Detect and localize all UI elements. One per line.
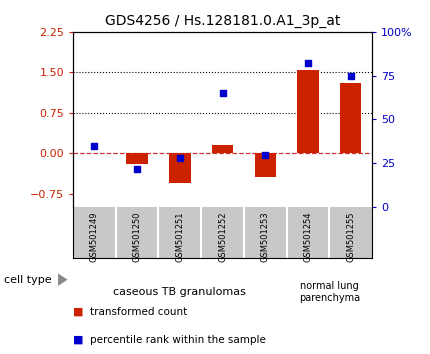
Text: GSM501249: GSM501249	[90, 211, 99, 262]
Text: GSM501253: GSM501253	[261, 211, 270, 262]
Point	[91, 143, 98, 149]
Text: GSM501251: GSM501251	[175, 211, 184, 262]
Bar	[297, 70, 319, 153]
Title: GDS4256 / Hs.128181.0.A1_3p_at: GDS4256 / Hs.128181.0.A1_3p_at	[105, 14, 340, 28]
Text: ■: ■	[73, 335, 83, 345]
Point	[219, 90, 226, 96]
Bar	[340, 83, 361, 153]
Bar	[126, 153, 148, 164]
Text: normal lung
parenchyma: normal lung parenchyma	[299, 281, 360, 303]
Text: GSM501252: GSM501252	[218, 211, 227, 262]
Text: GSM501250: GSM501250	[132, 211, 141, 262]
Point	[262, 152, 269, 157]
Point	[134, 166, 141, 171]
Text: percentile rank within the sample: percentile rank within the sample	[90, 335, 266, 345]
Text: GSM501254: GSM501254	[304, 211, 313, 262]
Text: GSM501255: GSM501255	[346, 211, 355, 262]
Text: transformed count: transformed count	[90, 307, 187, 316]
Text: cell type: cell type	[4, 275, 52, 285]
Bar	[212, 145, 233, 153]
Text: caseous TB granulomas: caseous TB granulomas	[114, 287, 246, 297]
Bar	[169, 153, 190, 183]
Point	[176, 155, 183, 161]
Point	[304, 61, 311, 66]
Bar	[255, 153, 276, 177]
Text: ■: ■	[73, 307, 83, 316]
Point	[347, 73, 354, 79]
